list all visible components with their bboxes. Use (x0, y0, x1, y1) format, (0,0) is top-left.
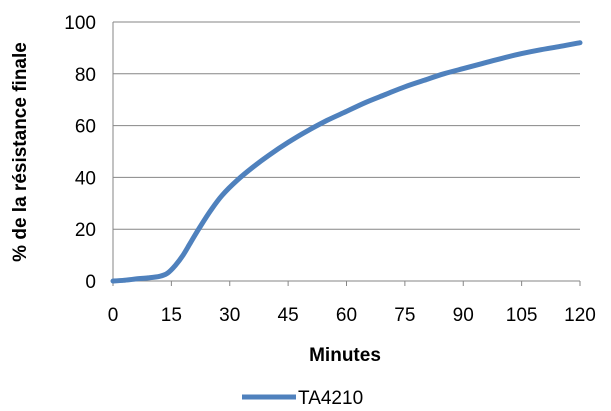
x-tick-labels: 0 15 30 45 60 75 90 105 120 (108, 305, 596, 326)
y-tick-label-0: 0 (85, 272, 96, 293)
x-tick-label-0: 0 (108, 305, 119, 326)
series-layer (110, 40, 583, 284)
y-axis-title: % de la résistance finale (10, 42, 31, 262)
grid-layer (113, 21, 580, 230)
y-tick-labels: 0 20 40 60 80 100 (64, 13, 96, 293)
x-axis-title: Minutes (309, 345, 381, 366)
series-line-ta4210 (110, 40, 583, 284)
x-tick-label-90: 90 (453, 305, 474, 326)
x-tick-label-120: 120 (564, 305, 596, 326)
axis-layer (112, 22, 581, 286)
y-tick-label-60: 60 (75, 117, 96, 138)
x-tick-label-45: 45 (278, 305, 299, 326)
y-tick-label-100: 100 (64, 13, 96, 34)
y-tick-label-20: 20 (75, 220, 96, 241)
x-tick-label-30: 30 (219, 305, 240, 326)
x-tick-label-105: 105 (506, 305, 538, 326)
legend-label-ta4210: TA4210 (298, 388, 363, 409)
y-tick-label-80: 80 (75, 65, 96, 86)
legend: TA4210 (242, 388, 363, 409)
x-tick-label-15: 15 (161, 305, 182, 326)
x-tick-label-60: 60 (336, 305, 357, 326)
x-tick-label-75: 75 (394, 305, 415, 326)
y-tick-label-40: 40 (75, 168, 96, 189)
